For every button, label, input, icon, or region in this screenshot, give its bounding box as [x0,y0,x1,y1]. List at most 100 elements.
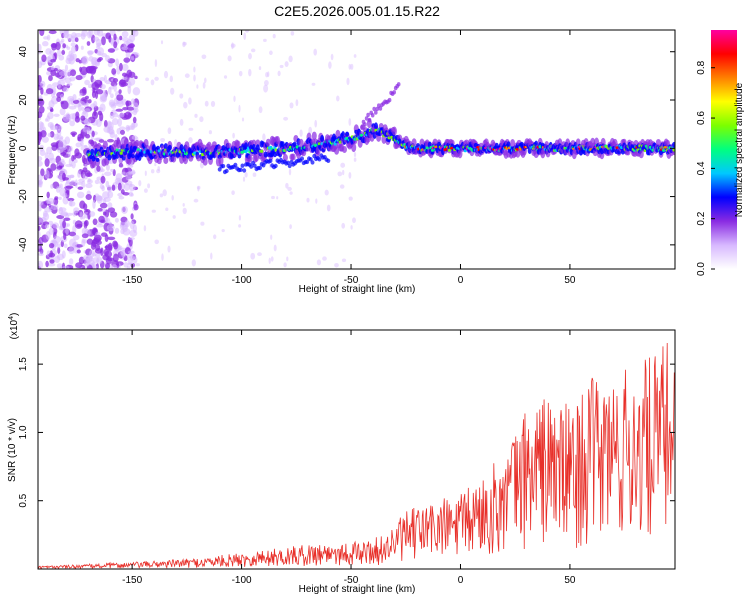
spectrogram-cell [145,77,149,82]
spectrogram-cell [130,255,135,261]
spectrogram-cell [68,246,75,255]
spectrogram-cell [121,171,126,175]
spectrogram-cell [44,223,49,229]
spectrogram-cell [100,83,106,90]
spectrogram-cell [150,169,155,174]
spectrogram-cell [85,183,93,189]
spectrogram-cell [147,183,151,189]
spectrogram-cell [131,135,138,141]
spectrogram-cell [124,111,132,120]
spectrogram-cell [105,80,111,85]
snr-series-line [38,342,675,569]
spectrogram-cell [107,154,112,161]
spectrogram-cell [109,112,115,120]
spectrogram-cell [447,148,452,152]
spectrogram-cell [72,93,77,101]
snr-y-tick-label: 0.5 [18,493,29,507]
spectrogram-cell [62,87,69,93]
spectrogram-cell [263,84,269,93]
spectrogram-cell [320,135,325,142]
spectrogram-cell [202,82,206,89]
spectrogram-cell [328,61,332,69]
spectrogram-cell [244,142,248,150]
spectrogram-cell [93,36,100,42]
spectrogram-cell [289,102,294,109]
spectrogram-cell [342,169,345,176]
snr-multiplier: (x104) [8,313,20,340]
svg-text:(x104): (x104) [8,313,20,340]
spectrogram-cell [104,250,113,258]
spectrogram-x-label: Height of straight line (km) [299,284,416,295]
spectrogram-cell [104,217,111,224]
spectrogram-cell [154,239,159,245]
spectrogram-cell [66,82,73,86]
spectrogram-cell [288,168,292,176]
spectrogram-cell [49,50,55,55]
spectrogram-cell [117,182,122,191]
spectrogram-cell [72,224,77,234]
spectrogram-cell [129,220,135,230]
colorbar-ticks: 0.0 0.2 0.4 0.6 0.8 [696,60,715,276]
spectrogram-cell [334,146,340,155]
spectrogram-cell [107,236,116,241]
spectrogram-cell [254,152,259,162]
spectrogram-cell [154,76,159,81]
spectrogram-cell [342,146,347,153]
spectrogram-cell [105,164,110,171]
spectrogram-cell [126,69,133,78]
spectrogram-cell [112,78,119,83]
snr-x-ticks: -150 -100 -50 0 50 [122,330,576,586]
spectrogram-cell [339,184,345,189]
spectrogram-cell [67,197,75,202]
spectrogram-cell [324,189,329,196]
spectrogram-cell [69,174,75,179]
spectrogram-cell [96,256,103,265]
spectrogram-x-tick-label: 50 [564,275,576,286]
spectrogram-cell [300,156,304,161]
spectrogram-cell [100,219,106,223]
spectrogram-cell [233,162,238,168]
spectrogram-cell [64,136,71,145]
spectrogram-cell [391,126,397,136]
spectrogram-marks [38,30,675,269]
spectrogram-cell [40,168,45,177]
spectrogram-cell [182,41,187,46]
spectrogram-cell [74,32,83,38]
spectrogram-cell [88,30,94,38]
spectrogram-cell [96,50,102,56]
spectrogram-cell [47,132,52,138]
spectrogram-cell [134,139,140,147]
spectrogram-cell [226,142,232,149]
spectrogram-cell [56,253,65,261]
spectrogram-cell [72,211,77,217]
spectrogram-cell [161,253,164,261]
spectrogram-cell [38,229,41,239]
spectrogram-cell [81,238,86,247]
spectrogram-cell [411,138,417,148]
spectrogram-cell [260,149,264,153]
spectrogram-cell [182,203,185,207]
spectrogram-cell [112,253,119,263]
spectrogram-cell [340,162,346,168]
spectrogram-cell [378,106,383,111]
spectrogram-cell [196,185,201,190]
spectrogram-cell [313,48,317,56]
spectrogram-cell [295,145,299,149]
spectrogram-cell [121,205,128,214]
spectrogram-y-tick-label: 20 [18,94,29,106]
spectrogram-cell [118,62,123,72]
spectrogram-cell [80,45,84,50]
spectrogram-cell [82,203,88,211]
spectrogram-cell [107,202,113,209]
spectrogram-cell [292,141,297,148]
spectrogram-cell [46,191,50,199]
spectrogram-cell [119,221,126,226]
spectrogram-cell [107,184,112,193]
spectrogram-cell [167,127,172,135]
spectrogram-cell [311,131,317,140]
spectrogram-cell [53,133,60,141]
spectrogram-cell [76,191,85,199]
spectrogram-cell [672,141,675,148]
spectrogram-cell [510,138,516,148]
